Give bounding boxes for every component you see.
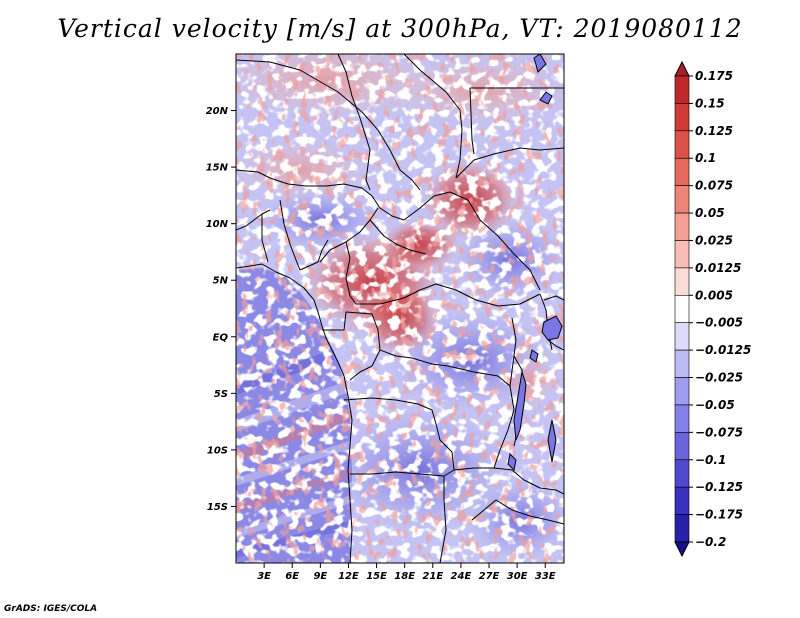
colorbar-bin	[674, 322, 690, 351]
lon-tick-label: 12E	[338, 571, 359, 582]
lon-tick-label: 18E	[394, 571, 415, 582]
colorbar-label: −0.05	[695, 398, 735, 412]
colorbar-bin	[674, 267, 690, 296]
colorbar-bin	[674, 377, 690, 406]
colorbar-bin	[674, 240, 690, 269]
lon-tick-label: 3E	[257, 571, 271, 582]
colorbar-bin	[674, 130, 690, 159]
colorbar-bottom-extension	[674, 541, 690, 558]
colorbar-label: 0.125	[695, 124, 733, 138]
lon-tick-label: 21E	[422, 571, 443, 582]
colorbar-label: −0.025	[695, 371, 743, 385]
lon-tick-label: 6E	[285, 571, 299, 582]
colorbar-label: −0.0125	[695, 343, 751, 357]
lat-tick-label: 15S	[207, 502, 228, 513]
colorbar-bin	[674, 349, 690, 378]
map-title: Vertical velocity [m/s] at 300hPa, VT: 2…	[57, 14, 743, 43]
lon-tick-label: 9E	[313, 571, 327, 582]
colorbar-bin	[674, 294, 690, 324]
red-speckle	[236, 54, 564, 563]
colorbar-label: −0.005	[695, 316, 743, 330]
colorbar-top-extension	[674, 60, 690, 77]
colorbar-label: 0.175	[695, 69, 733, 83]
lon-tick-label: 15E	[366, 571, 387, 582]
colorbar-bin	[674, 432, 690, 461]
colorbar-bin	[674, 157, 690, 186]
colorbar-label: 0.005	[695, 288, 733, 302]
lakes	[507, 54, 563, 472]
colorbar-bin	[674, 404, 690, 433]
colorbar-bin	[674, 185, 690, 214]
colorbar-bin	[674, 75, 690, 104]
colorbar: 0.175 0.15 0.125 0.1 0.075 0.05 0.025 0.0125 0.0…	[674, 60, 751, 558]
colorbar-bin	[674, 459, 690, 488]
colorbar-label: −0.075	[695, 425, 743, 439]
lon-tick-label: 33E	[535, 571, 556, 582]
longitude-axis: 3E 6E 9E 12E 15E 18E 21E 24E 27E 30E 33E	[257, 563, 556, 582]
grads-credit: GrADS: IGES/COLA	[4, 604, 98, 614]
colorbar-label: −0.175	[695, 508, 743, 522]
colorbar-bin	[674, 212, 690, 241]
lat-tick-label: 10S	[207, 445, 228, 456]
lat-tick-label: 20N	[206, 106, 229, 117]
colorbar-bin	[674, 486, 690, 515]
colorbar-label: 0.0125	[695, 261, 741, 275]
country-borders	[236, 54, 564, 563]
colorbar-label: 0.025	[695, 233, 733, 247]
colorbar-label: 0.05	[695, 206, 725, 220]
lon-tick-label: 30E	[507, 571, 528, 582]
map-panel[interactable]	[220, 40, 570, 563]
lat-tick-label: 15N	[206, 163, 229, 174]
colorbar-label: 0.1	[695, 151, 716, 165]
lat-tick-label: 5S	[214, 389, 228, 400]
latitude-axis: 20N 15N 10N 5N EQ 5S 10S 15S	[206, 106, 236, 513]
lat-tick-label: 10N	[206, 219, 229, 230]
colorbar-label: 0.15	[695, 96, 725, 110]
colorbar-label: 0.075	[695, 179, 733, 193]
colorbar-label: −0.2	[695, 535, 726, 549]
colorbar-bin	[674, 103, 690, 132]
colorbar-label: −0.1	[695, 453, 726, 467]
lon-tick-label: 27E	[479, 571, 500, 582]
map-frame	[235, 53, 565, 564]
lat-tick-label: 5N	[213, 276, 229, 287]
lon-tick-label: 24E	[451, 571, 472, 582]
colorbar-bin	[674, 514, 690, 543]
lat-tick-label: EQ	[213, 332, 229, 343]
colorbar-label: −0.125	[695, 480, 743, 494]
